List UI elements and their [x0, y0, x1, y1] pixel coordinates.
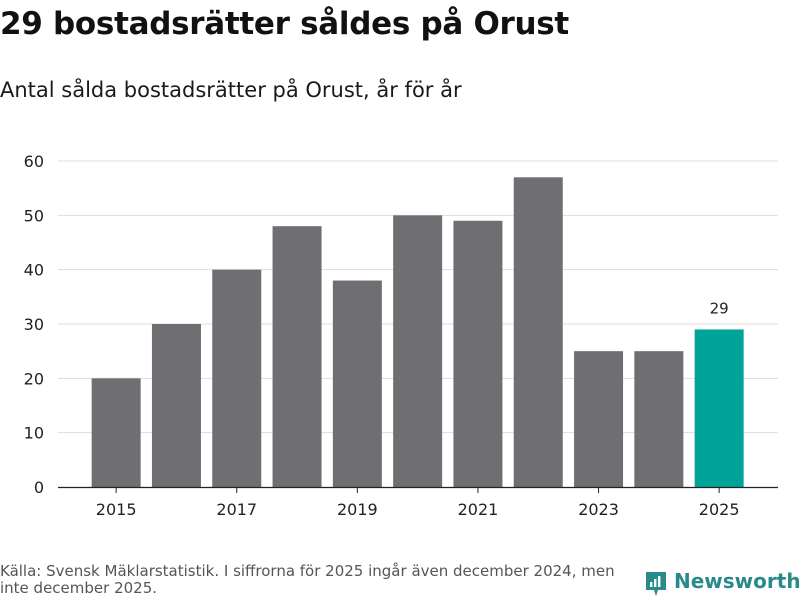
newsworthy-logo: Newsworthy [644, 569, 800, 600]
bar-2019 [332, 280, 382, 487]
bar-2023 [574, 351, 624, 487]
x-tick-label-2019: 2019 [337, 500, 378, 519]
bar-2016 [151, 324, 201, 487]
chart-subtitle: Antal sålda bostadsrätter på Orust, år f… [0, 78, 462, 102]
bar-2017 [212, 269, 262, 487]
y-tick-label: 30 [24, 315, 44, 334]
bar-2025 [694, 329, 744, 487]
y-tick-label: 50 [24, 206, 44, 225]
brand-name: Newsworthy [674, 569, 800, 593]
x-tick-label-2021: 2021 [458, 500, 499, 519]
source-note: Källa: Svensk Mäklarstatistik. I siffror… [0, 562, 615, 597]
y-tick-label: 10 [24, 424, 44, 443]
bar-2021 [453, 220, 503, 487]
x-tick-label-2017: 2017 [216, 500, 257, 519]
bar-chart-logo-icon [646, 572, 666, 596]
y-tick-label: 40 [24, 261, 44, 280]
y-tick-label: 60 [24, 152, 44, 171]
x-tick-label-2023: 2023 [578, 500, 619, 519]
bar-2020 [393, 215, 443, 487]
y-tick-label: 20 [24, 369, 44, 388]
x-tick-label-2025: 2025 [699, 500, 740, 519]
y-tick-label: 0 [34, 478, 44, 497]
chart-title: 29 bostadsrätter såldes på Orust [0, 6, 569, 42]
bar-2015 [91, 378, 141, 487]
bar-2022 [513, 177, 563, 488]
bar-chart: 29 0 10 20 30 40 50 60 2015 2017 2019 2021 2023 2025 [24, 152, 778, 519]
bar-2024 [634, 351, 684, 487]
bar-2018 [272, 226, 322, 487]
x-tick-label-2015: 2015 [96, 500, 137, 519]
data-label-2025: 29 [710, 299, 729, 317]
